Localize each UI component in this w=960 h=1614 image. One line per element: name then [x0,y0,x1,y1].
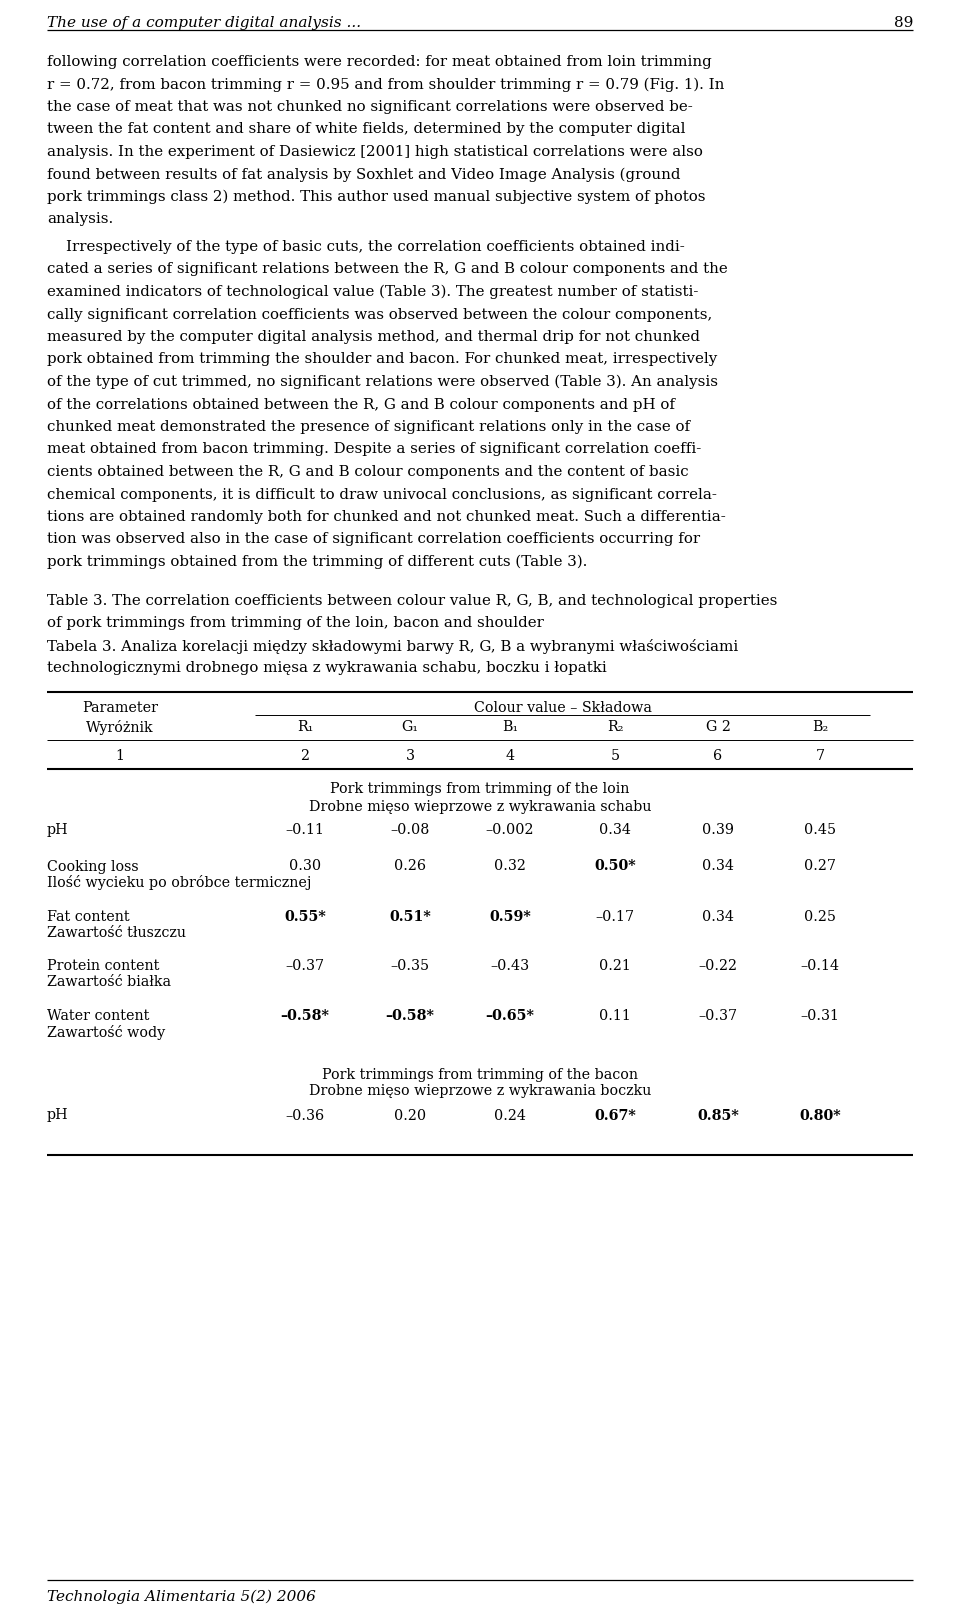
Text: 0.27: 0.27 [804,860,836,873]
Text: G₁: G₁ [401,720,419,734]
Text: 0.21: 0.21 [599,959,631,973]
Text: 0.39: 0.39 [702,823,734,838]
Text: Pork trimmings from trimming of the bacon: Pork trimmings from trimming of the baco… [322,1067,638,1081]
Text: –0.37: –0.37 [699,1009,737,1023]
Text: cients obtained between the R, G and B colour components and the content of basi: cients obtained between the R, G and B c… [47,465,688,479]
Text: 0.55*: 0.55* [284,910,325,923]
Text: pork trimmings class 2) method. This author used manual subjective system of pho: pork trimmings class 2) method. This aut… [47,190,706,205]
Text: of pork trimmings from trimming of the loin, bacon and shoulder: of pork trimmings from trimming of the l… [47,617,544,629]
Text: Irrespectively of the type of basic cuts, the correlation coefficients obtained : Irrespectively of the type of basic cuts… [47,240,684,253]
Text: Table 3. The correlation coefficients between colour value R, G, B, and technolo: Table 3. The correlation coefficients be… [47,594,778,607]
Text: chunked meat demonstrated the presence of significant relations only in the case: chunked meat demonstrated the presence o… [47,420,690,434]
Text: Parameter: Parameter [82,702,158,715]
Text: –0.65*: –0.65* [486,1009,535,1023]
Text: tion was observed also in the case of significant correlation coefficients occur: tion was observed also in the case of si… [47,533,700,547]
Text: found between results of fat analysis by Soxhlet and Video Image Analysis (groun: found between results of fat analysis by… [47,168,681,182]
Text: 0.25: 0.25 [804,910,836,923]
Text: cated a series of significant relations between the R, G and B colour components: cated a series of significant relations … [47,263,728,276]
Text: 6: 6 [713,749,723,763]
Text: pork obtained from trimming the shoulder and bacon. For chunked meat, irrespecti: pork obtained from trimming the shoulder… [47,352,717,366]
Text: 89: 89 [894,16,913,31]
Text: –0.36: –0.36 [285,1109,324,1122]
Text: B₁: B₁ [502,720,518,734]
Text: Zawartość białka: Zawartość białka [47,975,171,989]
Text: –0.58*: –0.58* [386,1009,435,1023]
Text: Zawartość tłuszczu: Zawartość tłuszczu [47,925,186,939]
Text: 0.32: 0.32 [494,860,526,873]
Text: 0.24: 0.24 [494,1109,526,1122]
Text: Protein content: Protein content [47,959,159,973]
Text: 0.45: 0.45 [804,823,836,838]
Text: measured by the computer digital analysis method, and thermal drip for not chunk: measured by the computer digital analysi… [47,329,700,344]
Text: –0.22: –0.22 [699,959,737,973]
Text: Water content: Water content [47,1009,150,1023]
Text: R₂: R₂ [607,720,623,734]
Text: 0.85*: 0.85* [697,1109,739,1122]
Text: 0.51*: 0.51* [389,910,431,923]
Text: Pork trimmings from trimming of the loin: Pork trimmings from trimming of the loin [330,783,630,796]
Text: –0.17: –0.17 [595,910,635,923]
Text: –0.11: –0.11 [285,823,324,838]
Text: Cooking loss: Cooking loss [47,860,138,873]
Text: B₂: B₂ [812,720,828,734]
Text: 0.59*: 0.59* [490,910,531,923]
Text: –0.002: –0.002 [486,823,535,838]
Text: –0.58*: –0.58* [280,1009,329,1023]
Text: 3: 3 [405,749,415,763]
Text: analysis. In the experiment of Dasiewicz [2001] high statistical correlations we: analysis. In the experiment of Dasiewicz… [47,145,703,160]
Text: pH: pH [47,823,68,838]
Text: Fat content: Fat content [47,910,130,923]
Text: 0.80*: 0.80* [799,1109,841,1122]
Text: 7: 7 [815,749,825,763]
Text: pork trimmings obtained from the trimming of different cuts (Table 3).: pork trimmings obtained from the trimmin… [47,555,588,570]
Text: examined indicators of technological value (Table 3). The greatest number of sta: examined indicators of technological val… [47,286,698,299]
Text: r = 0.72, from bacon trimming r = 0.95 and from shoulder trimming r = 0.79 (Fig.: r = 0.72, from bacon trimming r = 0.95 a… [47,77,725,92]
Text: 0.11: 0.11 [599,1009,631,1023]
Text: analysis.: analysis. [47,213,113,226]
Text: –0.37: –0.37 [285,959,324,973]
Text: The use of a computer digital analysis ...: The use of a computer digital analysis .… [47,16,361,31]
Text: 0.34: 0.34 [702,860,734,873]
Text: the case of meat that was not chunked no significant correlations were observed : the case of meat that was not chunked no… [47,100,693,115]
Text: Drobne mięso wieprzowe z wykrawania schabu: Drobne mięso wieprzowe z wykrawania scha… [309,799,651,813]
Text: 0.26: 0.26 [394,860,426,873]
Text: –0.35: –0.35 [391,959,429,973]
Text: 0.20: 0.20 [394,1109,426,1122]
Text: meat obtained from bacon trimming. Despite a series of significant correlation c: meat obtained from bacon trimming. Despi… [47,442,701,457]
Text: Tabela 3. Analiza korelacji między składowymi barwy R, G, B a wybranymi właściwo: Tabela 3. Analiza korelacji między skład… [47,639,738,654]
Text: –0.14: –0.14 [801,959,840,973]
Text: tions are obtained randomly both for chunked and not chunked meat. Such a differ: tions are obtained randomly both for chu… [47,510,726,525]
Text: –0.31: –0.31 [801,1009,839,1023]
Text: Drobne mięso wieprzowe z wykrawania boczku: Drobne mięso wieprzowe z wykrawania bocz… [309,1085,651,1099]
Text: 4: 4 [505,749,515,763]
Text: –0.43: –0.43 [491,959,530,973]
Text: following correlation coefficients were recorded: for meat obtained from loin tr: following correlation coefficients were … [47,55,711,69]
Text: Technologia Alimentaria 5(2) 2006: Technologia Alimentaria 5(2) 2006 [47,1590,316,1604]
Text: G 2: G 2 [706,720,731,734]
Text: 5: 5 [611,749,619,763]
Text: chemical components, it is difficult to draw univocal conclusions, as significan: chemical components, it is difficult to … [47,487,717,502]
Text: 2: 2 [300,749,309,763]
Text: 0.50*: 0.50* [594,860,636,873]
Text: Wyróżnik: Wyróżnik [86,720,154,736]
Text: R₁: R₁ [297,720,313,734]
Text: 0.67*: 0.67* [594,1109,636,1122]
Text: 0.34: 0.34 [599,823,631,838]
Text: –0.08: –0.08 [391,823,430,838]
Text: Zawartość wody: Zawartość wody [47,1025,165,1041]
Text: 0.34: 0.34 [702,910,734,923]
Text: cally significant correlation coefficients was observed between the colour compo: cally significant correlation coefficien… [47,308,712,321]
Text: of the type of cut trimmed, no significant relations were observed (Table 3). An: of the type of cut trimmed, no significa… [47,374,718,389]
Text: Ilość wycieku po obróbce termicznej: Ilość wycieku po obróbce termicznej [47,875,311,891]
Text: technologicznymi drobnego mięsa z wykrawania schabu, boczku i łopatki: technologicznymi drobnego mięsa z wykraw… [47,662,607,675]
Text: 0.30: 0.30 [289,860,321,873]
Text: Colour value – Składowa: Colour value – Składowa [473,702,652,715]
Text: of the correlations obtained between the R, G and B colour components and pH of: of the correlations obtained between the… [47,397,675,412]
Text: tween the fat content and share of white fields, determined by the computer digi: tween the fat content and share of white… [47,123,685,137]
Text: 1: 1 [115,749,125,763]
Text: pH: pH [47,1109,68,1122]
